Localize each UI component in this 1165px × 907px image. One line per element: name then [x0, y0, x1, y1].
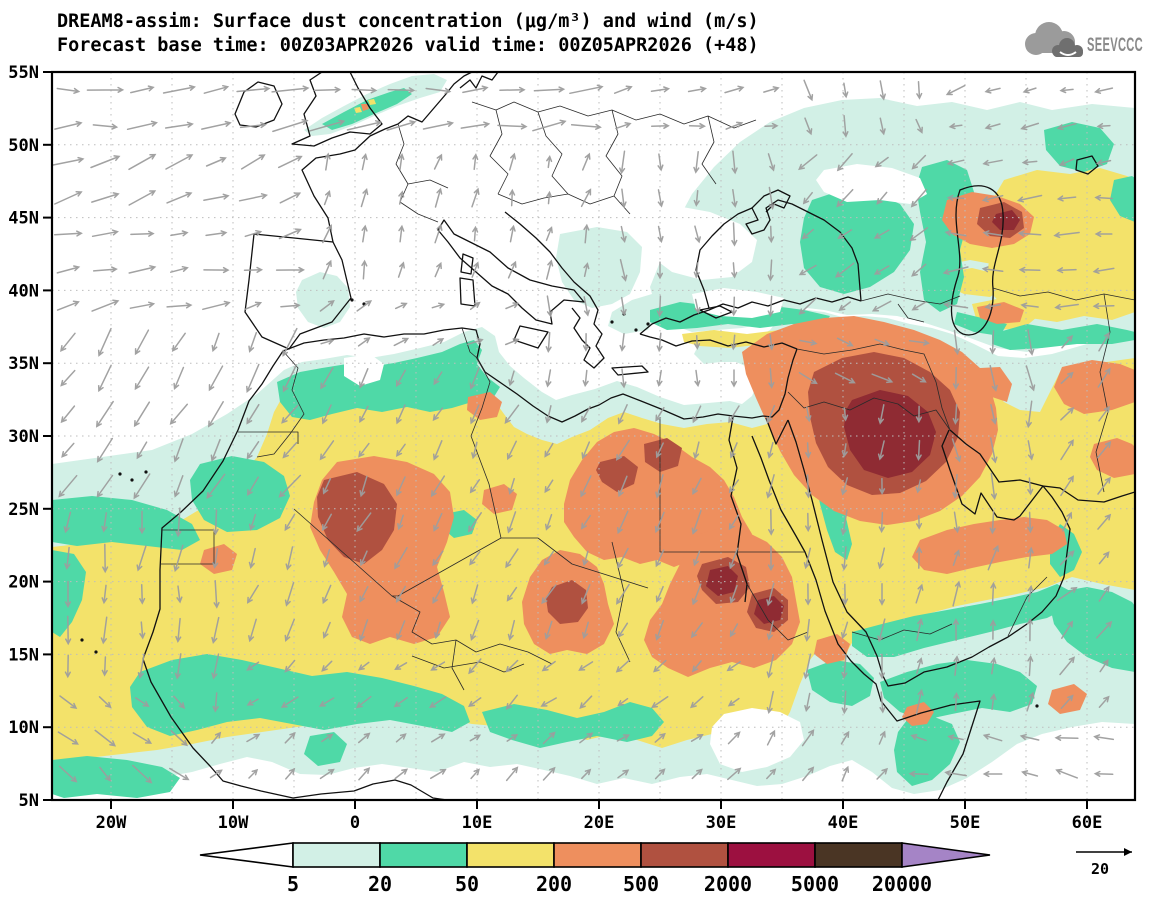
lat-tick-label: 25N	[8, 500, 39, 520]
lat-tick-label: 45N	[8, 209, 39, 229]
lat-tick-label: 50N	[8, 136, 39, 156]
lat-tick-label: 10N	[8, 718, 39, 738]
forecast-time-subtitle: Forecast base time: 00Z03APR2026 valid t…	[57, 35, 759, 56]
colorbar-value: 5	[287, 872, 299, 896]
colorbar-value: 20	[368, 872, 392, 896]
lat-tick-label: 35N	[8, 354, 39, 374]
seevccc-logo: SEEVCCC	[1025, 22, 1143, 57]
wind-reference-label: 20	[1091, 860, 1109, 878]
lon-tick-label: 10E	[462, 813, 493, 833]
map-canvas	[52, 72, 1135, 800]
lon-tick-label: 20E	[584, 813, 615, 833]
map-title: DREAM8-assim: Surface dust concentration…	[57, 11, 759, 32]
lon-tick-label: 0	[350, 813, 360, 833]
lon-tick-label: 10W	[218, 813, 249, 833]
forecast-map-figure: DREAM8-assim: Surface dust concentration…	[0, 0, 1165, 907]
colorbar-value: 5000	[791, 872, 839, 896]
logo-text: SEEVCCC	[1087, 35, 1143, 56]
lat-tick-label: 20N	[8, 573, 39, 593]
colorbar-value: 50	[455, 872, 479, 896]
colorbar-value: 2000	[704, 872, 752, 896]
lon-tick-label: 20W	[96, 813, 127, 833]
colorbar-value: 500	[623, 872, 659, 896]
lat-tick-label: 5N	[19, 791, 39, 811]
colorbar-value: 20000	[872, 872, 932, 896]
lon-tick-label: 50E	[950, 813, 981, 833]
lon-tick-label: 40E	[828, 813, 859, 833]
lat-tick-label: 40N	[8, 281, 39, 301]
lon-tick-label: 30E	[706, 813, 737, 833]
lat-tick-label: 30N	[8, 427, 39, 447]
lat-tick-label: 55N	[8, 63, 39, 83]
lat-tick-label: 15N	[8, 645, 39, 665]
cloud-icon	[1025, 22, 1083, 57]
colorbar-legend: 5 20 50 200 500 2000 5000 20000	[200, 843, 990, 896]
lon-tick-label: 60E	[1072, 813, 1103, 833]
dust-forecast-chart: DREAM8-assim: Surface dust concentration…	[0, 0, 1165, 907]
wind-reference: 20	[1076, 848, 1132, 878]
wind-reference-arrow-icon	[1076, 848, 1132, 856]
colorbar-value: 200	[536, 872, 572, 896]
